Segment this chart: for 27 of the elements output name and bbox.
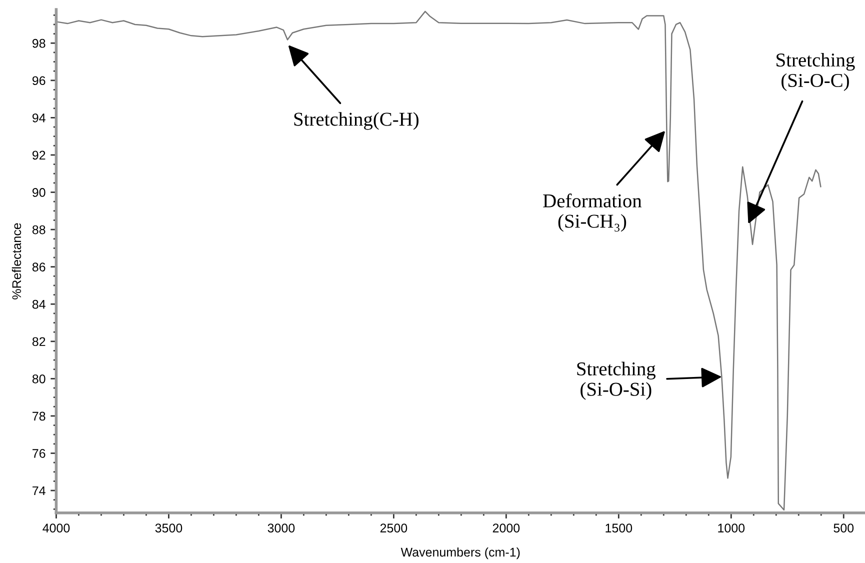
y-tick-label: 94 bbox=[32, 113, 46, 122]
x-axis-title: Wavenumbers (cm-1) bbox=[400, 547, 520, 560]
y-tick-label: 78 bbox=[32, 412, 46, 421]
y-tick-label: 90 bbox=[32, 188, 46, 197]
x-tick-label: 500 bbox=[834, 524, 854, 532]
x-tick-label: 2500 bbox=[380, 524, 408, 532]
y-tick-label: 80 bbox=[32, 374, 46, 384]
y-tick-label: 82 bbox=[32, 337, 46, 346]
y-tick-label: 84 bbox=[32, 300, 46, 309]
y-tick-label: 76 bbox=[32, 449, 46, 458]
y-tick-label: 96 bbox=[32, 76, 46, 86]
annotation: Stretching (Si-O-Si) bbox=[577, 362, 656, 400]
annotation: Stretching (Si-O-C) bbox=[776, 52, 855, 91]
x-tick-label: 4000 bbox=[42, 524, 70, 532]
y-tick-label: 86 bbox=[32, 262, 46, 272]
annotation: Deformation (Si-CH₃) bbox=[543, 194, 642, 232]
x-tick-label: 3000 bbox=[268, 524, 295, 532]
x-tick-label: 3500 bbox=[155, 524, 182, 532]
y-tick-label: 88 bbox=[32, 225, 46, 234]
x-tick-label: 1500 bbox=[606, 524, 632, 532]
y-axis-title: %Reflectance bbox=[12, 223, 22, 300]
x-tick-label: 2000 bbox=[492, 524, 520, 532]
annotation: Stretching(C-H) bbox=[294, 112, 418, 130]
y-tick-label: 98 bbox=[32, 38, 46, 48]
y-tick-label: 74 bbox=[32, 486, 46, 496]
x-tick-label: 1000 bbox=[718, 524, 745, 532]
y-tick-label: 92 bbox=[32, 150, 46, 160]
